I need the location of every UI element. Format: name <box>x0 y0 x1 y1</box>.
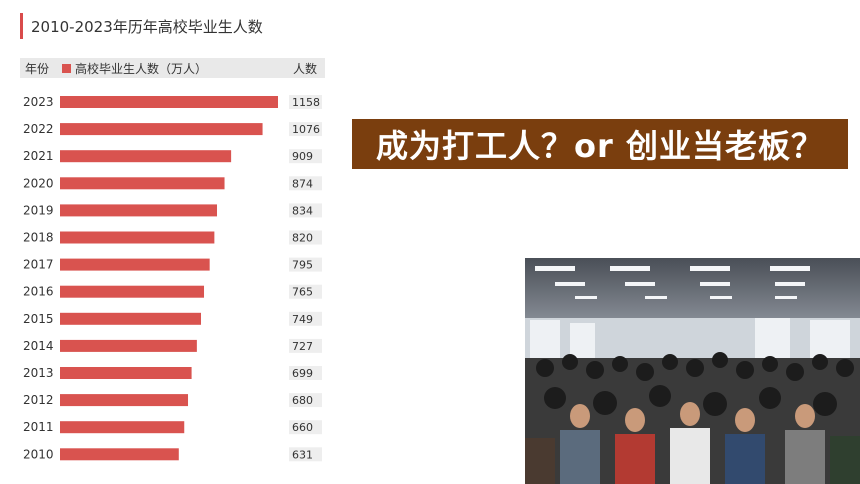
value-label-2016: 765 <box>292 286 313 299</box>
bar-2015 <box>60 312 202 325</box>
value-label-2013: 699 <box>292 367 313 380</box>
chart-title-block: 2010-2023年历年高校毕业生人数 <box>20 12 263 40</box>
category-header: 年份 <box>25 61 50 76</box>
bar-2022 <box>60 123 263 136</box>
bar-2023 <box>60 96 278 108</box>
year-tick-label: 2010 <box>23 447 54 461</box>
bar-2020 <box>60 177 225 190</box>
value-label-bg <box>289 149 322 164</box>
bar-2017 <box>60 258 210 271</box>
value-label-bg <box>289 203 322 218</box>
value-label-bg <box>289 393 322 408</box>
value-label-bg <box>289 257 322 272</box>
year-tick-label: 2020 <box>23 176 54 190</box>
bar-2019 <box>60 204 218 217</box>
chart-header-row: 年份 高校毕业生人数（万人） 人数 <box>20 58 325 78</box>
value-label-bg <box>289 366 322 380</box>
year-tick-label: 2016 <box>23 285 54 299</box>
year-tick-label: 2011 <box>23 420 54 434</box>
value-label-2015: 749 <box>292 313 313 326</box>
crowd-photo-illustration <box>525 258 860 484</box>
value-label-bg <box>289 338 322 353</box>
bar-2013 <box>60 367 192 379</box>
value-label-2018: 820 <box>292 232 313 245</box>
bar-2012 <box>60 394 189 407</box>
value-label-bg <box>289 420 322 435</box>
title-accent-bar <box>20 13 23 39</box>
bar-chart: 2023 1158 2022 1076 2021 909 2020 874 2019 834 201… <box>23 95 322 462</box>
value-label-bg <box>289 122 322 137</box>
value-label-bg <box>289 230 322 245</box>
year-tick-label: 2014 <box>23 339 54 353</box>
value-label-bg <box>289 284 322 299</box>
year-tick-label: 2021 <box>23 149 54 163</box>
bar-2016 <box>60 285 205 298</box>
year-tick-label: 2013 <box>23 366 54 380</box>
year-tick-label: 2015 <box>23 312 54 326</box>
job-fair-crowd-photo <box>525 258 860 484</box>
legend-swatch <box>62 63 71 73</box>
value-label-2010: 631 <box>292 448 313 461</box>
year-tick-label: 2017 <box>23 258 54 272</box>
value-label-2023: 1158 <box>292 96 320 109</box>
value-label-2021: 909 <box>292 150 313 163</box>
year-tick-label: 2012 <box>23 393 54 407</box>
value-label-2022: 1076 <box>292 123 320 136</box>
value-label-bg <box>289 311 322 326</box>
year-tick-label: 2023 <box>23 95 54 109</box>
legend-label: 高校毕业生人数（万人） <box>75 61 208 76</box>
value-label-2014: 727 <box>292 340 313 353</box>
year-tick-label: 2018 <box>23 231 54 245</box>
year-tick-label: 2022 <box>23 122 54 136</box>
chart-title: 2010-2023年历年高校毕业生人数 <box>31 17 263 36</box>
bar-2018 <box>60 231 215 244</box>
value-label-bg <box>289 95 322 109</box>
value-label-2011: 660 <box>292 421 313 434</box>
legend: 高校毕业生人数（万人） <box>62 60 207 77</box>
value-header: 人数 <box>292 61 317 76</box>
value-label-bg <box>289 176 322 191</box>
bar-2014 <box>60 339 197 352</box>
bar-2021 <box>60 150 232 163</box>
value-label-2017: 795 <box>292 259 313 272</box>
question-banner: 成为打工人？or 创业当老板？ <box>352 119 848 169</box>
value-label-2019: 834 <box>292 204 313 217</box>
bar-2010 <box>60 448 179 461</box>
value-label-2012: 680 <box>292 394 313 407</box>
value-label-2020: 874 <box>292 177 313 190</box>
year-tick-label: 2019 <box>23 203 54 217</box>
value-label-bg <box>289 447 322 462</box>
bar-2011 <box>60 421 185 434</box>
